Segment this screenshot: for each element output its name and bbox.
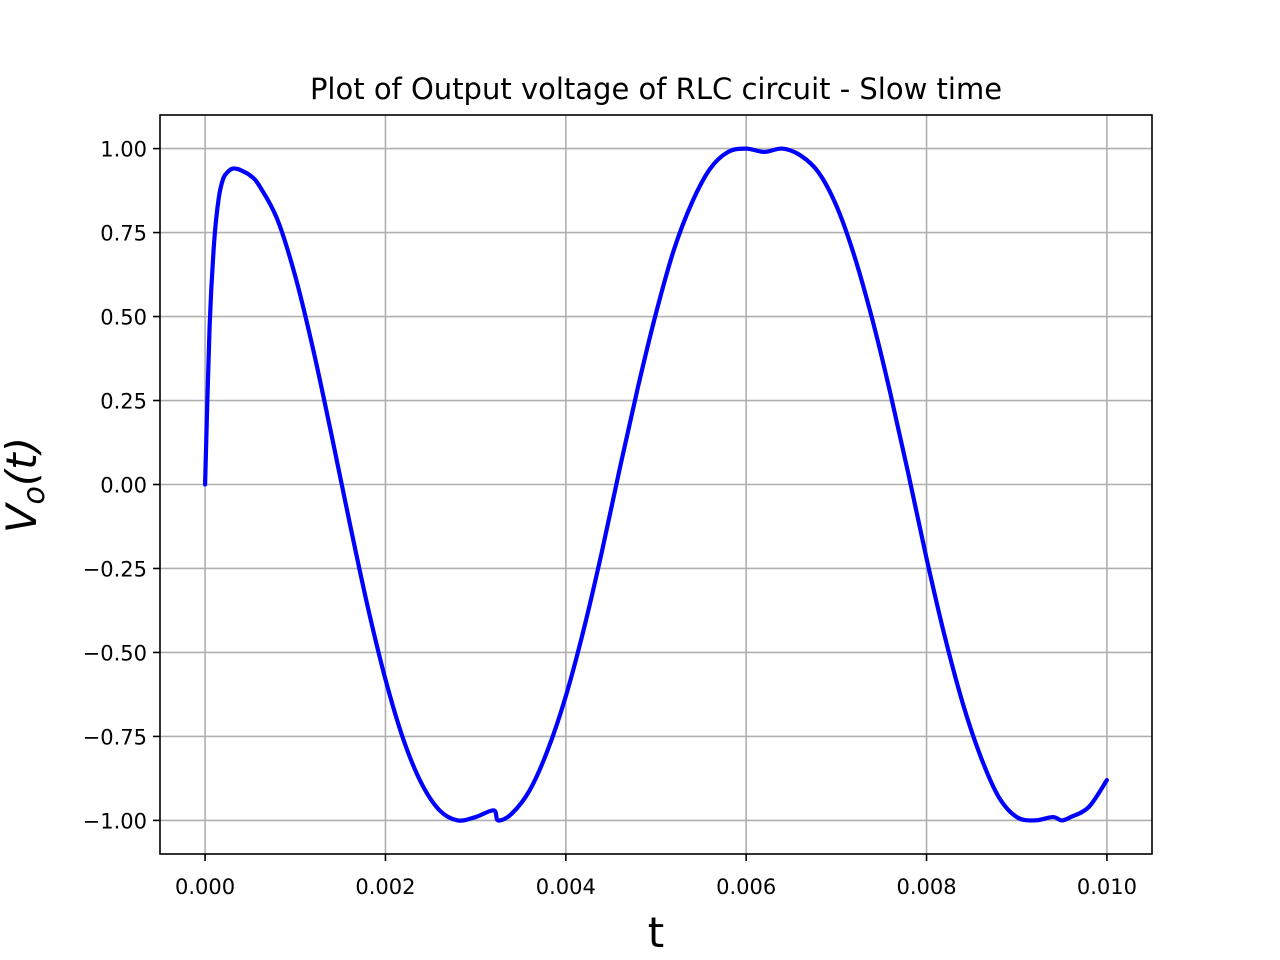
y-tick-label: 1.00 [100, 138, 147, 162]
y-tick-label: −0.75 [83, 725, 147, 749]
y-axis-label-main: V [0, 501, 46, 533]
grid [160, 115, 1152, 854]
x-tick-label: 0.004 [536, 875, 596, 899]
axes-frame [159, 114, 1153, 855]
series-line [202, 146, 1110, 823]
y-tick-label: 0.00 [100, 474, 147, 498]
y-tick-label: −1.00 [83, 809, 147, 833]
x-tick-label: 0.002 [355, 875, 415, 899]
plot-area [202, 146, 1110, 823]
x-axis-label: t [648, 908, 664, 957]
y-tick-label: 0.25 [100, 390, 147, 414]
y-tick-label: −0.25 [83, 557, 147, 581]
x-tick-label: 0.008 [896, 875, 956, 899]
tick-labels: 0.000 0.002 0.004 0.006 0.008 0.010 1.00 0.75 0.… [83, 138, 1137, 899]
chart-title: Plot of Output voltage of RLC circuit - … [310, 72, 1002, 106]
y-tick-label: 0.50 [100, 306, 147, 330]
x-tick-label: 0.010 [1077, 875, 1137, 899]
tick-marks [153, 147, 1108, 861]
y-tick-label: 0.75 [100, 222, 147, 246]
y-axis-label: Vo(t) [0, 437, 52, 533]
x-tick-label: 0.006 [716, 875, 776, 899]
y-axis-label-sub: o [17, 486, 52, 504]
x-tick-label: 0.000 [175, 875, 235, 899]
y-axis-label-arg: (t) [0, 437, 46, 486]
y-tick-label: −0.50 [83, 641, 147, 665]
